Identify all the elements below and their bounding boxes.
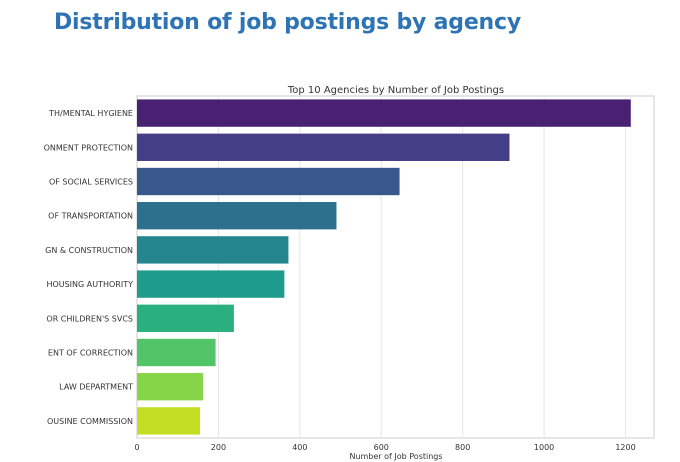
x-tick-labels: 0 200 400 600 800 1000 1200 — [134, 443, 635, 452]
chart-title: Top 10 Agencies by Number of Job Posting… — [287, 85, 504, 96]
x-tick-label: 0 — [134, 443, 139, 452]
category-label: LAW DEPARTMENT — [59, 383, 133, 392]
category-label: ONMENT PROTECTION — [44, 143, 133, 152]
category-label: OR CHILDREN'S SVCS — [46, 314, 133, 323]
category-label: OF SOCIAL SERVICES — [49, 178, 133, 187]
bar — [137, 202, 337, 230]
bar — [137, 167, 400, 196]
bar — [137, 133, 510, 161]
category-label: TH/MENTAL HYGIENE — [48, 109, 133, 118]
bar — [137, 407, 201, 435]
bar — [137, 304, 234, 332]
bar — [137, 270, 285, 298]
category-labels: TH/MENTAL HYGIENE ONMENT PROTECTION OF SOC… — [44, 109, 133, 426]
x-tick-label: 400 — [292, 443, 307, 452]
category-label: OUSINE COMMISSION — [47, 417, 133, 426]
bar — [137, 236, 289, 264]
x-tick-label: 800 — [455, 443, 470, 452]
category-label: ENT OF CORRECTION — [48, 349, 133, 358]
bar — [137, 373, 203, 401]
x-tick-label: 1200 — [615, 443, 635, 452]
bar — [137, 338, 216, 367]
bars — [137, 99, 631, 435]
x-tick-label: 600 — [374, 443, 389, 452]
category-label: OF TRANSPORTATION — [48, 212, 133, 221]
x-axis-label: Number of Job Postings — [349, 452, 442, 461]
category-label: HOUSING AUTHORITY — [46, 280, 133, 289]
bar — [137, 99, 631, 127]
x-tick-label: 1000 — [534, 443, 554, 452]
chart-area: TH/MENTAL HYGIENE ONMENT PROTECTION OF SOC… — [44, 95, 655, 452]
slide-title: Distribution of job postings by agency — [54, 10, 522, 35]
category-label: GN & CONSTRUCTION — [45, 246, 133, 255]
x-tick-label: 200 — [211, 443, 226, 452]
